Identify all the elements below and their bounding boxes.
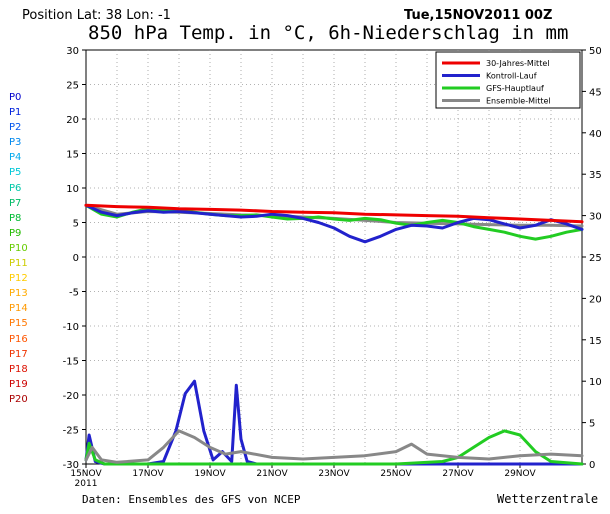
member-legend: P0 P1 P2 P3 P4 P5 P6 P7 P8 P9 P10 P11 P1… xyxy=(9,90,28,407)
y-right-tick-label: 35 xyxy=(589,170,602,181)
y-right-tick-label: 20 xyxy=(589,294,602,305)
member-legend-item: P1 xyxy=(9,107,22,119)
y-left-tick-label: 20 xyxy=(66,115,79,126)
y-left-tick-label: -25 xyxy=(63,426,79,437)
legend-label: GFS-Hauptlauf xyxy=(486,84,544,93)
x-tick-label: 23NOV xyxy=(318,469,350,479)
y-left-tick-label: -5 xyxy=(69,288,79,299)
member-legend-item: P14 xyxy=(9,303,28,315)
member-legend-item: P15 xyxy=(9,318,28,330)
member-legend-item: P17 xyxy=(9,348,28,360)
member-legend-item: P7 xyxy=(9,197,22,209)
y-left-tick-label: 15 xyxy=(66,150,79,161)
y-left-tick-label: -20 xyxy=(63,391,79,402)
member-legend-item: P12 xyxy=(9,273,28,285)
y-left-tick-label: 0 xyxy=(73,253,79,264)
y-right-tick-label: 10 xyxy=(589,377,602,388)
x-tick-label: 21NOV xyxy=(256,469,288,479)
member-legend-item: P8 xyxy=(9,212,22,224)
precip-line xyxy=(84,429,584,466)
member-legend-item: P11 xyxy=(9,258,28,270)
y-right-tick-label: 15 xyxy=(589,336,602,347)
y-right-tick-label: 40 xyxy=(589,129,602,140)
y-left-tick-label: 10 xyxy=(66,184,79,195)
y-left-tick-label: -30 xyxy=(63,460,79,471)
x-tick-label: 17NOV xyxy=(132,469,164,479)
x-tick-label: 29NOV xyxy=(504,469,536,479)
y-right-tick-label: 30 xyxy=(589,212,602,223)
temperature-line xyxy=(84,203,584,244)
x-tick-label: 2011 xyxy=(75,479,98,489)
brand-label: Wetterzentrale xyxy=(497,492,599,506)
y-left-tick-label: 25 xyxy=(66,81,79,92)
precip-line xyxy=(84,429,584,464)
y-right-tick-label: 45 xyxy=(589,87,602,98)
legend-box xyxy=(435,51,581,109)
member-legend-item: P20 xyxy=(9,393,28,405)
member-legend-item: P3 xyxy=(9,137,22,149)
y-left-tick-label: -15 xyxy=(63,357,79,368)
y-left-tick-label: -10 xyxy=(63,322,79,333)
member-legend-item: P9 xyxy=(9,227,22,239)
member-legend-item: P4 xyxy=(9,152,22,164)
y-left-tick-label: 30 xyxy=(66,46,79,57)
position-label: Position Lat: 38 Lon: -1 xyxy=(22,8,171,23)
chart-title: 850 hPa Temp. in °C, 6h-Niederschlag in … xyxy=(88,22,569,44)
temperature-line xyxy=(84,203,584,241)
y-right-tick-label: 50 xyxy=(589,46,602,57)
legend-label: 30-Jahres-Mittel xyxy=(486,59,549,68)
member-legend-item: P0 xyxy=(9,92,22,103)
x-tick-label: 27NOV xyxy=(442,469,474,479)
y-right-tick-label: 0 xyxy=(589,460,595,471)
x-tick-label: 15NOV xyxy=(70,469,102,479)
x-tick-label: 25NOV xyxy=(380,469,412,479)
member-legend-item: P18 xyxy=(9,363,28,375)
member-legend-item: P13 xyxy=(9,288,28,300)
member-legend-item: P10 xyxy=(9,242,28,254)
y-right-tick-label: 25 xyxy=(589,253,602,264)
run-date: Tue,15NOV2011 00Z xyxy=(404,8,553,23)
member-legend-item: P16 xyxy=(9,333,28,345)
x-tick-label: 19NOV xyxy=(194,469,226,479)
member-legend-item: P5 xyxy=(9,167,22,179)
y-left-tick-label: 5 xyxy=(73,219,79,230)
member-legend-item: P19 xyxy=(9,378,28,390)
legend-label: Kontroll-Lauf xyxy=(486,72,537,81)
member-legend-item: P6 xyxy=(9,182,22,194)
temperature-line xyxy=(84,203,584,224)
data-source: Daten: Ensembles des GFS von NCEP xyxy=(82,493,301,506)
member-legend-item: P2 xyxy=(9,122,22,134)
y-right-tick-label: 5 xyxy=(589,419,595,430)
legend-label: Ensemble-Mittel xyxy=(486,97,551,106)
